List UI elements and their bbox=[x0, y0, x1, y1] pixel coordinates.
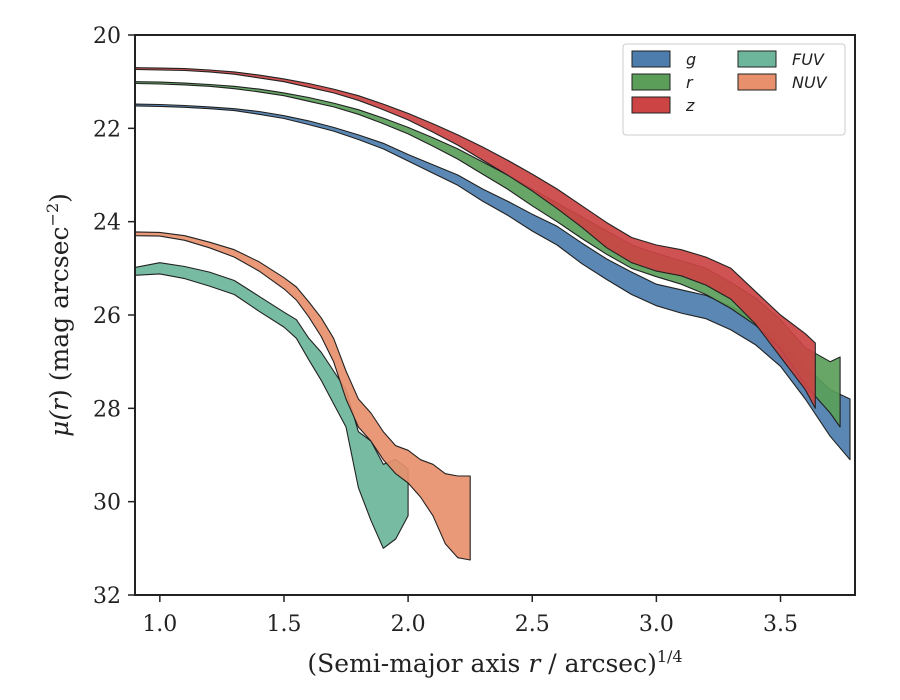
y-tick-label: 20 bbox=[93, 24, 121, 49]
legend-label-g: g bbox=[686, 50, 696, 69]
x-tick-label: 1.0 bbox=[142, 612, 177, 637]
legend-swatch-nuv bbox=[737, 73, 777, 91]
legend-label-z: z bbox=[685, 96, 695, 115]
y-tick-label: 30 bbox=[93, 491, 121, 516]
y-tick-label: 32 bbox=[93, 584, 121, 609]
legend-swatch-g bbox=[631, 50, 671, 68]
legend-label-fuv: FUV bbox=[792, 50, 825, 69]
y-tick-label: 28 bbox=[93, 397, 121, 422]
series-band-r bbox=[135, 81, 841, 428]
series-layer bbox=[135, 67, 851, 561]
y-axis-label: μ(r) (mag arcsec−2) bbox=[43, 193, 74, 437]
x-tick-label: 2.5 bbox=[515, 612, 550, 637]
x-axis: 1.0 1.5 2.0 2.5 3.0 3.5 bbox=[142, 595, 798, 637]
x-tick-label: 2.0 bbox=[391, 612, 426, 637]
series-band-g bbox=[135, 103, 851, 461]
legend-frame bbox=[622, 43, 846, 136]
legend-label-r: r bbox=[686, 73, 694, 92]
series-band-fuv bbox=[135, 262, 409, 549]
series-band-z bbox=[135, 67, 816, 409]
x-tick-label: 1.5 bbox=[266, 612, 301, 637]
x-axis-label: (Semi-major axis r / arcsec)1/4 bbox=[307, 647, 682, 678]
legend-swatch-fuv bbox=[737, 50, 777, 68]
y-tick-label: 24 bbox=[93, 211, 121, 236]
legend: grz FUV NUV bbox=[622, 43, 846, 136]
legend-swatch-z bbox=[631, 96, 671, 114]
y-tick-label: 22 bbox=[93, 117, 121, 142]
legend-label-nuv: NUV bbox=[792, 73, 828, 92]
legend-swatch-r bbox=[631, 73, 671, 91]
x-tick-label: 3.5 bbox=[763, 612, 798, 637]
y-axis: 20 22 24 26 28 30 32 bbox=[93, 24, 135, 609]
x-tick-label: 3.0 bbox=[639, 612, 674, 637]
series-band-nuv bbox=[135, 231, 471, 561]
y-tick-label: 26 bbox=[93, 304, 121, 329]
